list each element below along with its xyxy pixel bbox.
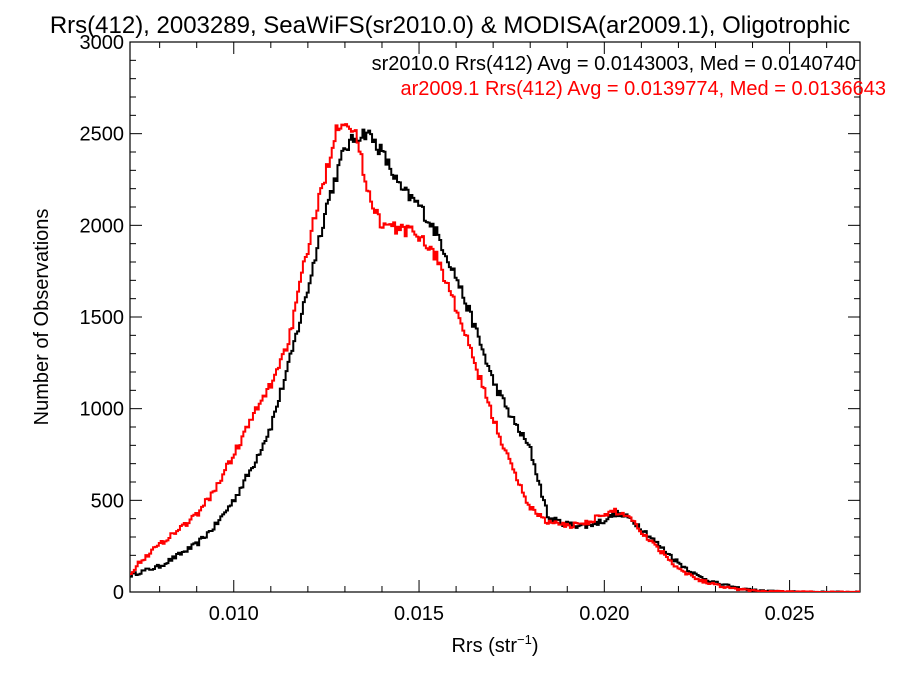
x-axis-label-close: ): [532, 635, 539, 657]
series-group: [130, 123, 860, 592]
legend-entry-series-1: ar2009.1 Rrs(412) Avg = 0.0139774, Med =…: [400, 78, 886, 100]
y-tick-label: 0: [113, 582, 124, 604]
x-axis-label-main: Rrs (str: [451, 635, 517, 657]
x-axis-label: Rrs (str−1): [451, 632, 538, 657]
y-tick-labels: 0 500 1000 1500 2000 2500 3000: [80, 32, 125, 604]
chart-title: Rrs(412), 2003289, SeaWiFS(sr2010.0) & M…: [50, 12, 850, 39]
x-tick-label: 0.025: [765, 603, 815, 625]
y-tick-label: 3000: [80, 32, 125, 54]
y-tick-label: 1000: [80, 399, 125, 421]
x-tick-labels: 0.010 0.015 0.020 0.025: [209, 603, 815, 625]
series-line-0: [130, 128, 860, 592]
x-tick-label: 0.010: [209, 603, 259, 625]
x-tick-label: 0.020: [579, 603, 629, 625]
y-tick-label: 500: [91, 490, 124, 512]
x-tick-label: 0.015: [394, 603, 444, 625]
x-axis-label-superscript: −1: [517, 632, 532, 647]
y-axis-label: Number of Observations: [31, 209, 53, 426]
y-tick-label: 2000: [80, 215, 125, 237]
y-tick-label: 1500: [80, 307, 125, 329]
plot-frame: [129, 41, 861, 593]
y-tick-label: 2500: [80, 124, 125, 146]
legend-entry-series-0: sr2010.0 Rrs(412) Avg = 0.0143003, Med =…: [372, 53, 856, 75]
axis-ticks: [130, 41, 860, 593]
legend: sr2010.0 Rrs(412) Avg = 0.0143003, Med =…: [372, 53, 886, 100]
series-line-1: [130, 123, 860, 592]
